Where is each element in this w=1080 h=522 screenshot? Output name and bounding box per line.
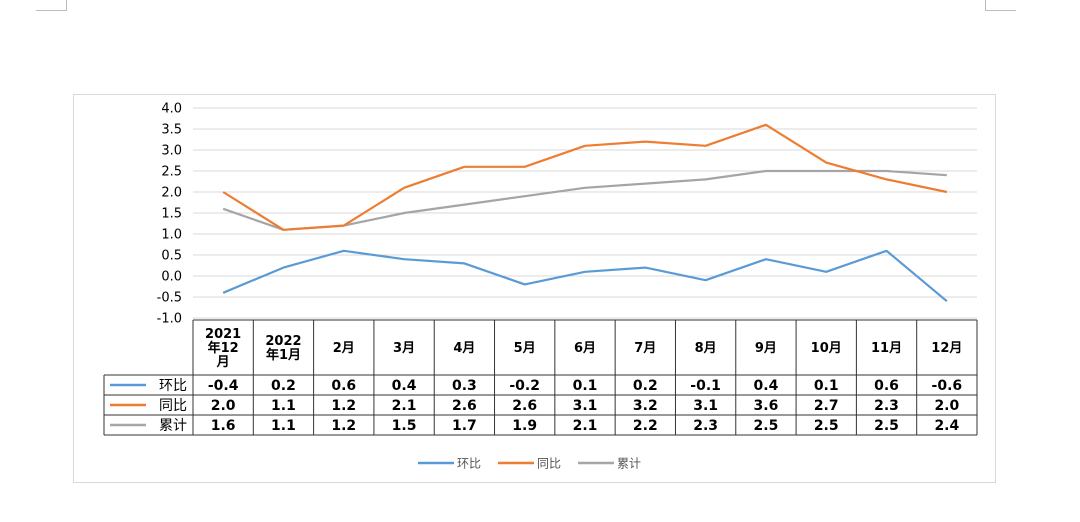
table-value-cell: 1.9 [512, 418, 537, 434]
x-category-label: 5月 [514, 341, 536, 356]
table-value-cell: 0.2 [633, 378, 658, 394]
table-value-cell: -0.4 [208, 378, 239, 394]
table-value-cell: 3.1 [693, 398, 718, 414]
x-category-label: 10月 [811, 341, 842, 356]
table-value-cell: -0.1 [690, 378, 721, 394]
table-value-cell: 2.5 [874, 418, 899, 434]
table-value-cell: 0.6 [331, 378, 356, 394]
table-value-cell: 1.5 [392, 418, 417, 434]
table-value-cell: 2.2 [633, 418, 658, 434]
table-value-cell: 1.2 [331, 398, 356, 414]
table-value-cell: 2.5 [814, 418, 839, 434]
table-value-cell: 0.3 [452, 378, 477, 394]
x-category-label: 12月 [931, 341, 962, 356]
table-value-cell: 3.6 [754, 398, 779, 414]
page-corner-mark-right [985, 0, 1016, 11]
y-tick-label: 0.0 [161, 270, 182, 285]
y-tick-label: 4.0 [161, 102, 182, 117]
table-value-cell: 2.1 [573, 418, 598, 434]
y-tick-label: -0.5 [157, 291, 182, 306]
x-category-label: 6月 [574, 341, 596, 356]
table-value-cell: 0.2 [271, 378, 296, 394]
series-line [222, 123, 948, 231]
page-corner-mark-left [36, 0, 67, 11]
table-value-cell: 2.0 [211, 398, 236, 414]
x-category-label: 11月 [871, 341, 902, 356]
table-series-name: 环比 [159, 378, 187, 394]
y-tick-label: 1.5 [161, 207, 182, 222]
series-line [222, 249, 948, 303]
series-line [222, 169, 947, 231]
table-value-cell: 2.3 [874, 398, 899, 414]
chart-frame [73, 94, 996, 483]
y-tick-label: 2.0 [161, 186, 182, 201]
legend-label: 环比 [457, 457, 481, 471]
x-category-label: 2022 [265, 334, 301, 349]
x-category-label: 9月 [755, 341, 777, 356]
table-value-cell: 2.7 [814, 398, 839, 414]
table-value-cell: 2.6 [512, 398, 537, 414]
y-tick-label: 2.5 [161, 165, 182, 180]
table-value-cell: 2.4 [934, 418, 959, 434]
table-value-cell: 0.1 [814, 378, 839, 394]
table-value-cell: 0.6 [874, 378, 899, 394]
table-value-cell: 2.1 [392, 398, 417, 414]
x-category-label: 2021 [205, 327, 241, 342]
y-tick-label: 3.0 [161, 144, 182, 159]
x-category-label: 4月 [453, 341, 475, 356]
table-series-name: 同比 [159, 398, 187, 414]
y-tick-label: -1.0 [157, 312, 182, 327]
y-tick-label: 0.5 [161, 249, 182, 264]
x-category-label: 7月 [634, 341, 656, 356]
table-value-cell: 1.1 [271, 418, 296, 434]
table-value-cell: -0.6 [932, 378, 963, 394]
table-value-cell: 2.6 [452, 398, 477, 414]
legend-label: 累计 [617, 457, 641, 471]
table-value-cell: 0.4 [392, 378, 417, 394]
table-value-cell: 1.6 [211, 418, 236, 434]
y-tick-label: 3.5 [161, 123, 182, 138]
x-category-label: 2月 [333, 341, 355, 356]
table-value-cell: 2.3 [693, 418, 718, 434]
table-value-cell: 3.1 [573, 398, 598, 414]
legend-label: 同比 [537, 457, 561, 471]
table-value-cell: 2.5 [754, 418, 779, 434]
table-value-cell: 1.1 [271, 398, 296, 414]
x-category-label: 8月 [695, 341, 717, 356]
table-value-cell: 0.1 [573, 378, 598, 394]
table-value-cell: 2.0 [934, 398, 959, 414]
table-series-name: 累计 [159, 418, 187, 434]
table-value-cell: 1.2 [331, 418, 356, 434]
x-category-label: 年1月 [266, 347, 301, 363]
table-value-cell: 0.4 [754, 378, 779, 394]
x-category-label: 3月 [393, 341, 415, 356]
x-category-label: 年12 [208, 340, 239, 356]
table-value-cell: 3.2 [633, 398, 658, 414]
table-value-cell: -0.2 [509, 378, 540, 394]
table-value-cell: 1.7 [452, 418, 477, 434]
x-category-label: 月 [216, 355, 230, 370]
y-tick-label: 1.0 [161, 228, 182, 243]
